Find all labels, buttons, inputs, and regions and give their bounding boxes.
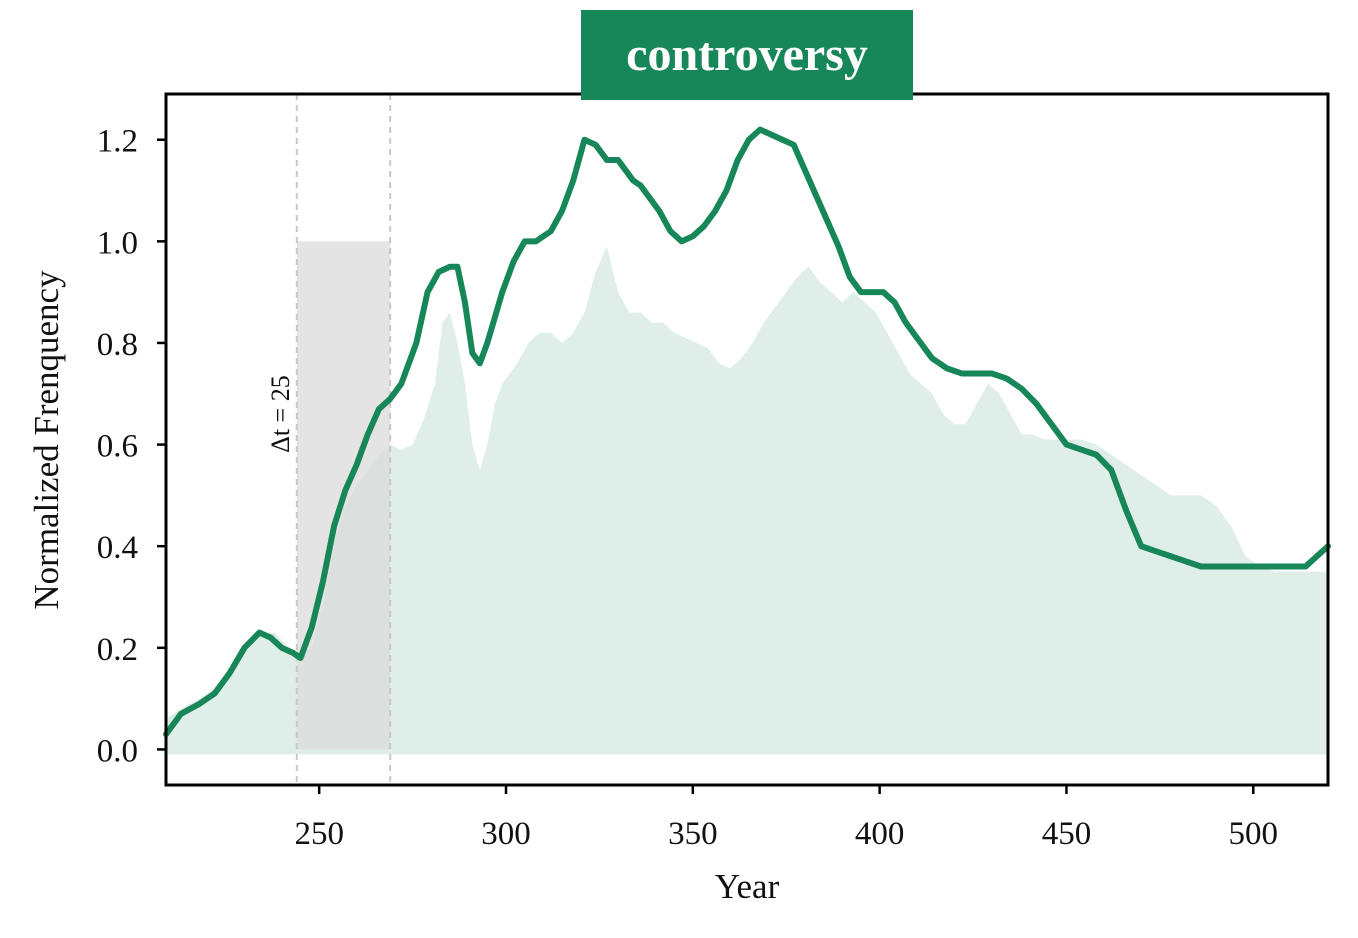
x-axis: 250 300 350 400 450 500 xyxy=(294,785,1278,852)
y-tick-label: 1.0 xyxy=(97,225,138,261)
y-tick-label: 1.2 xyxy=(97,124,138,160)
line-series xyxy=(163,126,1331,738)
area-layer xyxy=(166,246,1328,755)
y-tick-label: 0.4 xyxy=(97,530,138,566)
chart-title-text: controversy xyxy=(626,28,868,81)
x-tick-label: 500 xyxy=(1229,816,1279,852)
y-tick-label: 0.8 xyxy=(97,327,138,363)
y-axis: 0.0 0.2 0.4 0.6 0.8 1.0 1.2 xyxy=(97,124,166,769)
area-series xyxy=(166,246,1328,755)
window-layer: Δt = 25 xyxy=(266,94,392,785)
x-tick-label: 250 xyxy=(294,816,344,852)
y-tick-label: 0.0 xyxy=(97,733,138,769)
x-tick-label: 450 xyxy=(1042,816,1092,852)
x-tick-label: 350 xyxy=(668,816,718,852)
x-tick-label: 300 xyxy=(481,816,531,852)
line-layer xyxy=(163,126,1331,738)
chart-title-background xyxy=(581,10,913,100)
y-tick-label: 0.6 xyxy=(97,429,138,465)
y-tick-label: 0.2 xyxy=(97,632,138,668)
window-label: Δt = 25 xyxy=(266,375,295,453)
y-axis-title: Normalized Frenquency xyxy=(27,270,66,610)
x-tick-label: 400 xyxy=(855,816,905,852)
x-axis-title: Year xyxy=(715,867,780,906)
chart-title: controversy xyxy=(581,10,913,100)
